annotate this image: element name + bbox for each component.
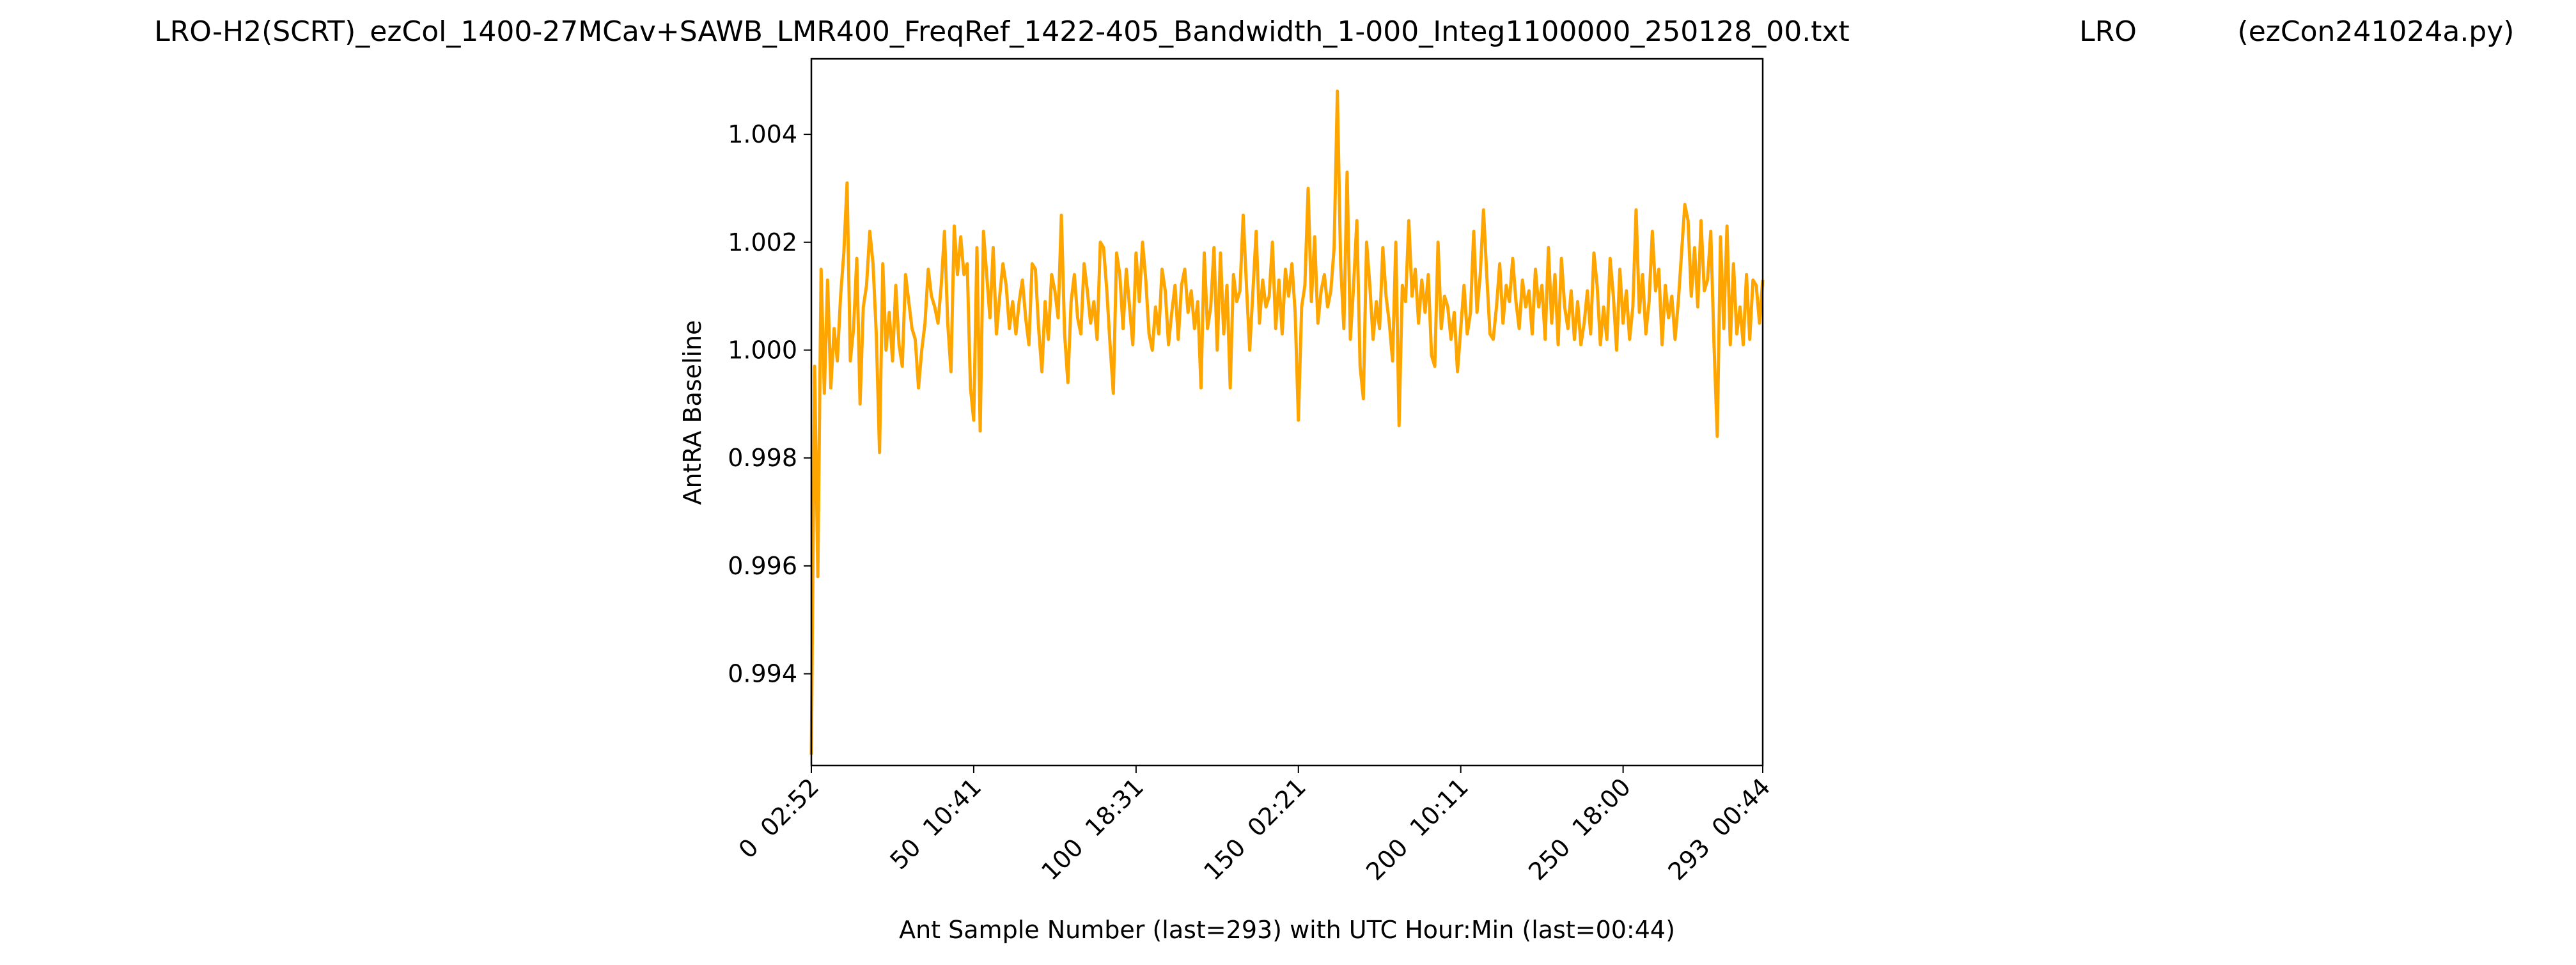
y-axis-label: AntRA Baseline (678, 320, 706, 505)
annotation: (ezCon241024a.py) (2238, 15, 2515, 48)
x-tick-label: 0 02:52 (733, 773, 825, 864)
x-axis-label: Ant Sample Number (last=293) with UTC Ho… (899, 916, 1675, 944)
data-line (809, 90, 1765, 755)
annotation: LRO (2079, 15, 2137, 48)
y-tick-label: 0.996 (728, 552, 797, 580)
plot-frame (810, 58, 1764, 767)
x-tick-label: 50 10:41 (884, 773, 987, 875)
y-tick-label: 1.002 (728, 228, 797, 256)
x-tick-label: 293 00:44 (1662, 773, 1776, 886)
y-tick-label: 0.998 (728, 444, 797, 472)
x-tick-label: 200 10:11 (1361, 773, 1474, 886)
x-tick-label: 150 02:21 (1198, 773, 1311, 886)
chart-title: LRO-H2(SCRT)_ezCol_1400-27MCav+SAWB_LMR4… (154, 15, 1850, 48)
x-tick-label: 250 18:00 (1523, 773, 1636, 886)
x-tick-label: 100 18:31 (1036, 773, 1149, 886)
y-tick-label: 1.004 (728, 120, 797, 148)
y-tick-label: 0.994 (728, 660, 797, 688)
y-tick-label: 1.000 (728, 336, 797, 364)
